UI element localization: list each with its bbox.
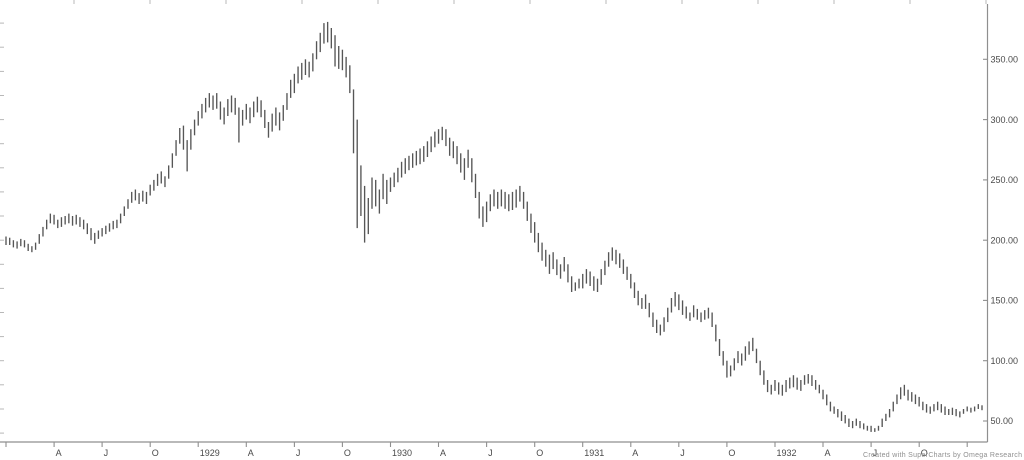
- x-tick-label: 1929: [200, 448, 220, 458]
- y-tick-label: 250.00: [991, 175, 1019, 185]
- x-tick-label: A: [825, 448, 831, 458]
- x-tick-label: O: [921, 448, 928, 458]
- x-tick-label: J: [104, 448, 109, 458]
- x-tick-label: 1930: [392, 448, 412, 458]
- chart-attribution: Created with SuperCharts by Omega Resear…: [863, 452, 1024, 459]
- y-tick-label: 200.00: [991, 235, 1019, 245]
- y-tick-label: 350.00: [991, 55, 1019, 65]
- x-tick-label: O: [536, 448, 543, 458]
- x-tick-label: 1931: [584, 448, 604, 458]
- x-tick-label: O: [344, 448, 351, 458]
- y-tick-label: 50.00: [991, 416, 1014, 426]
- x-tick-label: J: [873, 448, 878, 458]
- price-bars: [5, 21, 983, 432]
- x-tick-label: J: [296, 448, 301, 458]
- x-tick-label: A: [56, 448, 62, 458]
- x-tick-label: O: [728, 448, 735, 458]
- y-tick-label: 100.00: [991, 356, 1019, 366]
- y-tick-label: 300.00: [991, 115, 1019, 125]
- x-tick-label: 1932: [777, 448, 797, 458]
- x-tick-label: O: [152, 448, 159, 458]
- x-tick-label: A: [440, 448, 446, 458]
- x-tick-label: J: [680, 448, 685, 458]
- x-tick-label: J: [488, 448, 493, 458]
- y-tick-label: 150.00: [991, 296, 1019, 306]
- x-tick-label: A: [632, 448, 638, 458]
- x-tick-label: A: [248, 448, 254, 458]
